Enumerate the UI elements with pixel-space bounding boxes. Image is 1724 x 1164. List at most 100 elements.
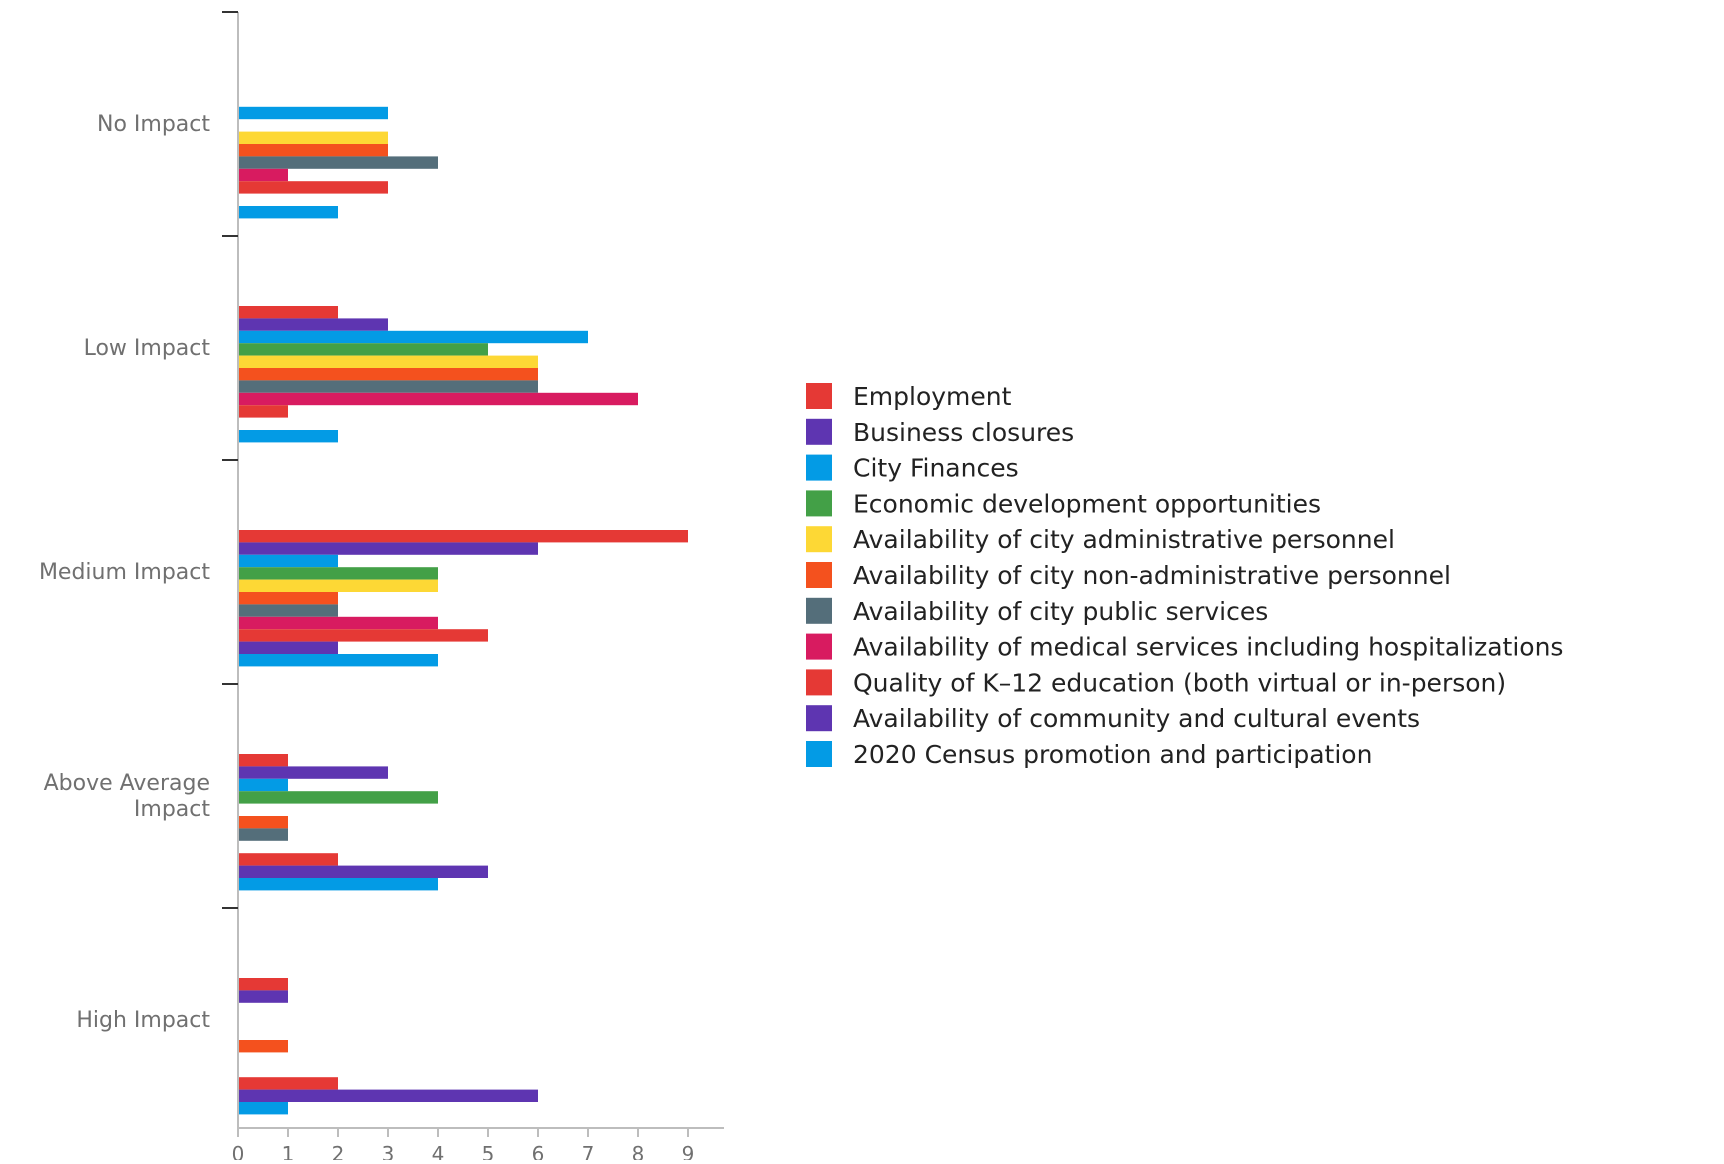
bar-1-7	[238, 392, 638, 406]
legend-item: City Finances	[806, 454, 1019, 483]
bar-4-5	[238, 1040, 288, 1053]
legend-item: Availability of city public services	[806, 597, 1268, 626]
bar-group-0	[238, 106, 438, 219]
legend-label: City Finances	[853, 454, 1019, 483]
bar-3-10	[238, 878, 438, 891]
bars-layer	[238, 106, 688, 1115]
x-tick-label: 1	[282, 1142, 295, 1160]
bar-1-0	[238, 306, 338, 319]
legend-label: Employment	[853, 382, 1012, 411]
bar-1-4	[238, 355, 538, 368]
axis-layer: No Impact Low Impact Medium Impact Above Av…	[39, 11, 724, 1164]
bar-1-6	[238, 380, 538, 393]
bar-2-6	[238, 604, 338, 617]
x-tick-label: 9	[682, 1142, 695, 1160]
legend-swatch	[806, 383, 832, 409]
legend-item: Availability of medical services includi…	[806, 633, 1563, 662]
bar-2-9	[238, 641, 338, 654]
bar-3-0	[238, 754, 288, 767]
legend-label: Economic development opportunities	[853, 489, 1321, 518]
bar-0-5	[238, 144, 388, 157]
x-tick-label: 5	[482, 1142, 495, 1160]
legend-swatch	[806, 597, 832, 624]
bar-3-5	[238, 816, 288, 829]
bar-2-7	[238, 616, 438, 630]
bar-1-8	[238, 405, 288, 418]
x-tick-label: 0	[232, 1142, 245, 1160]
x-tick-label: 6	[532, 1142, 545, 1160]
legend-swatch	[806, 669, 832, 696]
bar-4-1	[238, 990, 288, 1003]
legend-item: 2020 Census promotion and participation	[806, 740, 1372, 769]
legend-swatch	[806, 454, 832, 481]
bar-2-10	[238, 654, 438, 667]
bar-0-10	[238, 206, 338, 219]
legend-label: Availability of city administrative pers…	[853, 525, 1395, 554]
legend-item: Economic development opportunities	[806, 489, 1321, 518]
legend-item: Quality of K–12 education (both virtual …	[806, 668, 1506, 697]
x-tick-label: 4	[432, 1142, 445, 1160]
bar-1-1	[238, 318, 388, 331]
legend-item: Employment	[806, 382, 1012, 411]
bar-2-2	[238, 554, 338, 568]
category-label: Impact	[134, 797, 210, 822]
legend-swatch	[806, 562, 832, 588]
bar-1-10	[238, 430, 338, 443]
bar-2-3	[238, 567, 438, 580]
legend-label: Availability of city public services	[853, 597, 1268, 626]
legend-item: Availability of city administrative pers…	[806, 525, 1395, 554]
bar-2-1	[238, 542, 538, 555]
bar-4-8	[238, 1077, 338, 1090]
bar-group-2	[238, 530, 688, 667]
bar-3-2	[238, 778, 288, 792]
legend-label: 2020 Census promotion and participation	[853, 740, 1372, 769]
bar-group-1	[238, 306, 638, 443]
bar-group-3	[238, 754, 488, 891]
legend-label: Business closures	[853, 418, 1074, 447]
bar-4-9	[238, 1089, 538, 1102]
legend-label: Availability of community and cultural e…	[853, 704, 1420, 733]
category-label: No Impact	[97, 112, 210, 137]
bar-1-2	[238, 330, 588, 344]
legend-label: Availability of medical services includi…	[853, 633, 1563, 662]
x-tick-label: 7	[582, 1142, 595, 1160]
legend-swatch	[806, 418, 832, 445]
bar-1-5	[238, 368, 538, 381]
bar-group-4	[238, 978, 538, 1115]
bar-2-4	[238, 579, 438, 592]
bar-4-10	[238, 1102, 288, 1115]
bar-1-3	[238, 343, 488, 356]
legend-swatch	[806, 705, 832, 732]
bar-0-2	[238, 106, 388, 120]
bar-0-6	[238, 156, 438, 169]
legend-swatch	[806, 741, 832, 767]
bar-2-8	[238, 629, 488, 642]
legend-item: Availability of city non-administrative …	[806, 561, 1451, 590]
category-label: High Impact	[76, 1008, 210, 1033]
bar-3-8	[238, 853, 338, 866]
legend: Employment Business closures City Finances…	[806, 382, 1563, 769]
bar-0-4	[238, 131, 388, 144]
legend-item: Business closures	[806, 418, 1074, 447]
bar-3-3	[238, 791, 438, 804]
x-tick-label: 8	[632, 1142, 645, 1160]
bar-3-9	[238, 865, 488, 878]
legend-swatch	[806, 633, 832, 660]
bar-0-7	[238, 168, 288, 182]
legend-item: Availability of community and cultural e…	[806, 704, 1420, 733]
legend-swatch	[806, 490, 832, 517]
bar-3-1	[238, 766, 388, 779]
bar-2-5	[238, 592, 338, 605]
bar-4-0	[238, 978, 288, 991]
x-tick-label: 2	[332, 1142, 345, 1160]
legend-swatch	[806, 526, 832, 553]
bar-0-8	[238, 181, 388, 194]
bar-3-6	[238, 828, 288, 841]
category-label: Medium Impact	[39, 560, 210, 585]
legend-label: Quality of K–12 education (both virtual …	[853, 668, 1506, 697]
x-tick-label: 3	[382, 1142, 395, 1160]
bar-2-0	[238, 530, 688, 543]
legend-label: Availability of city non-administrative …	[853, 561, 1451, 590]
